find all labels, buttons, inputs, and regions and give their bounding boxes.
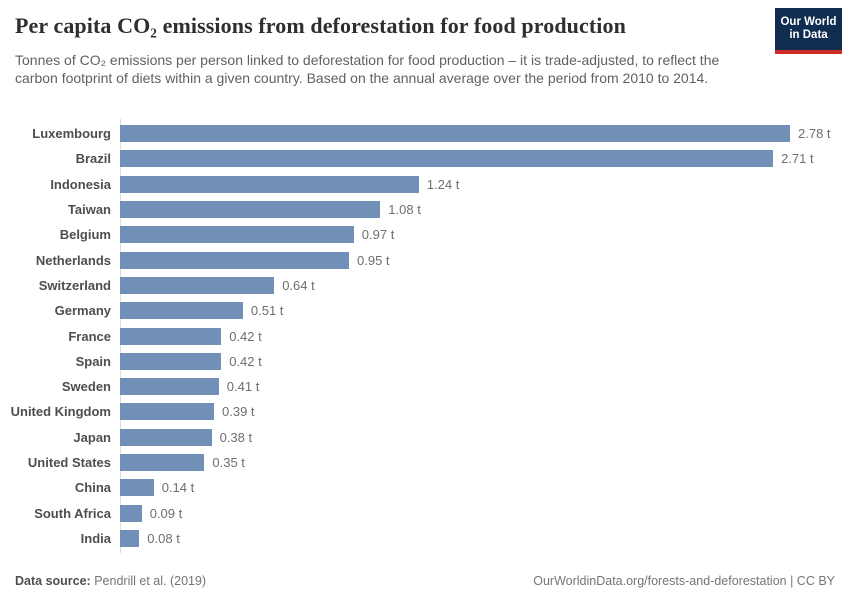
chart-row: South Africa 0.09 t <box>0 500 845 525</box>
value-label: 0.14 t <box>161 480 195 496</box>
value-label: 0.97 t <box>361 227 395 243</box>
entity-label: Indonesia <box>50 176 111 192</box>
bar[interactable] <box>120 428 212 446</box>
chart-row: France 0.42 t <box>0 323 845 348</box>
value-label: 0.08 t <box>147 530 180 546</box>
data-source: Data source: Pendrill et al. (2019) <box>15 574 206 588</box>
chart-row: China 0.14 t <box>0 475 845 500</box>
bar[interactable] <box>120 175 419 193</box>
bar[interactable] <box>120 125 790 143</box>
chart-row: Netherlands 0.95 t <box>0 247 845 272</box>
value-label: 0.42 t <box>229 328 262 344</box>
owid-logo-box: Our World in Data <box>775 8 842 50</box>
value-label: 2.71 t <box>781 151 814 167</box>
bar[interactable] <box>120 150 774 168</box>
bar[interactable] <box>120 251 349 269</box>
entity-label: Luxembourg <box>32 126 111 142</box>
bar[interactable] <box>120 403 214 421</box>
bar-chart: Luxembourg 2.78 t Brazil 2.71 t Indonesia 1.2… <box>0 119 845 553</box>
chart-row: Indonesia 1.24 t <box>0 172 845 197</box>
entity-label: Spain <box>75 353 111 369</box>
entity-label: Sweden <box>61 379 111 395</box>
entity-label: Netherlands <box>35 252 111 268</box>
value-label: 0.41 t <box>226 379 260 395</box>
value-label: 0.42 t <box>229 353 262 369</box>
owid-logo-line1: Our World <box>780 15 837 28</box>
bar[interactable] <box>120 504 142 522</box>
chart-row: India 0.08 t <box>0 526 845 551</box>
value-label: 0.38 t <box>219 429 253 445</box>
entity-label: South Africa <box>34 505 111 521</box>
bar[interactable] <box>120 378 219 396</box>
value-label: 0.39 t <box>222 404 255 420</box>
entity-label: France <box>68 328 111 344</box>
owid-logo-stripe <box>775 50 842 54</box>
value-label: 0.64 t <box>282 277 315 293</box>
entity-label: United States <box>27 455 111 470</box>
bar[interactable] <box>120 327 222 345</box>
chart-row: Switzerland 0.64 t <box>0 273 845 298</box>
value-label: 0.09 t <box>149 505 183 521</box>
entity-label: Japan <box>73 429 111 445</box>
bar[interactable] <box>120 201 381 219</box>
chart-row: Brazil 2.71 t <box>0 146 845 171</box>
chart-subtitle: Tonnes of CO₂ emissions per person linke… <box>15 52 720 87</box>
bar[interactable] <box>120 226 354 244</box>
chart-row: Taiwan 1.08 t <box>0 197 845 222</box>
bar[interactable] <box>120 276 275 294</box>
entity-label: United Kingdom <box>10 404 111 420</box>
chart-row: Luxembourg 2.78 t <box>0 121 845 146</box>
data-source-label: Data source: <box>15 574 91 588</box>
value-label: 1.24 t <box>426 176 460 192</box>
chart-row: United States 0.35 t <box>0 450 845 475</box>
entity-label: Belgium <box>59 227 111 243</box>
bar[interactable] <box>120 454 205 471</box>
value-label: 0.51 t <box>250 303 284 319</box>
owid-logo-line2: in Data <box>789 29 828 41</box>
chart-row: Belgium 0.97 t <box>0 222 845 247</box>
entity-label: China <box>74 480 111 496</box>
value-label: 2.78 t <box>798 126 831 142</box>
data-source-value: Pendrill et al. (2019) <box>94 574 207 588</box>
chart-row: Sweden 0.41 t <box>0 374 845 399</box>
chart-row: Japan 0.38 t <box>0 425 845 450</box>
chart-row: Spain 0.42 t <box>0 349 845 374</box>
value-label: 0.95 t <box>357 252 390 268</box>
value-label: 1.08 t <box>388 202 421 218</box>
value-label: 0.35 t <box>212 455 245 470</box>
bar[interactable] <box>120 352 222 370</box>
chart-row: United Kingdom 0.39 t <box>0 399 845 424</box>
bar[interactable] <box>120 529 140 547</box>
chart-row: Germany 0.51 t <box>0 298 845 323</box>
entity-label: Germany <box>54 303 111 319</box>
entity-label: Brazil <box>75 151 111 167</box>
bar[interactable] <box>120 302 243 320</box>
credit-link[interactable]: OurWorldinData.org/forests-and-deforesta… <box>533 574 835 588</box>
chart-footer: Data source: Pendrill et al. (2019) OurW… <box>15 574 835 588</box>
entity-label: Taiwan <box>67 202 111 218</box>
entity-label: India <box>80 530 111 546</box>
bar[interactable] <box>120 479 154 497</box>
entity-label: Switzerland <box>38 277 111 293</box>
owid-logo: Our World in Data <box>775 8 842 54</box>
chart-title: Per capita CO₂ emissions from deforestat… <box>15 13 626 38</box>
